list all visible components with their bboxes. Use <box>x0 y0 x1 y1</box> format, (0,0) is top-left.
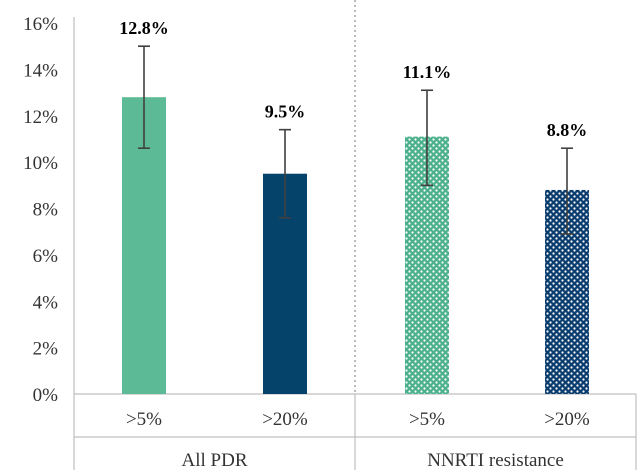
data-label: 9.5% <box>265 102 306 122</box>
x-category-label: >20% <box>544 409 590 430</box>
y-tick-label: 0% <box>33 385 59 406</box>
x-group-label: All PDR <box>182 450 248 470</box>
bar-layer <box>122 45 589 394</box>
x-category-label: >20% <box>262 409 308 430</box>
y-tick-label: 16% <box>23 14 58 35</box>
y-tick-label: 4% <box>33 292 59 313</box>
axis-layer <box>73 0 637 470</box>
y-tick-label: 2% <box>33 339 59 360</box>
label-layer: 0% 2% 4% 6% 8% 10% 12% 14% 16% 12.8% >5% 9.5% >20% 11… <box>23 14 590 471</box>
x-group-label: NNRTI resistance <box>427 450 564 470</box>
y-tick-label: 8% <box>33 200 59 221</box>
y-tick-label: 12% <box>23 107 58 128</box>
y-tick-label: 10% <box>23 153 58 174</box>
data-label: 12.8% <box>119 18 169 38</box>
x-category-label: >5% <box>126 409 162 430</box>
data-label: 8.8% <box>547 120 588 140</box>
x-category-label: >5% <box>409 409 445 430</box>
data-label: 11.1% <box>403 62 452 82</box>
y-tick-label: 14% <box>23 60 58 81</box>
y-tick-label: 6% <box>33 246 59 267</box>
